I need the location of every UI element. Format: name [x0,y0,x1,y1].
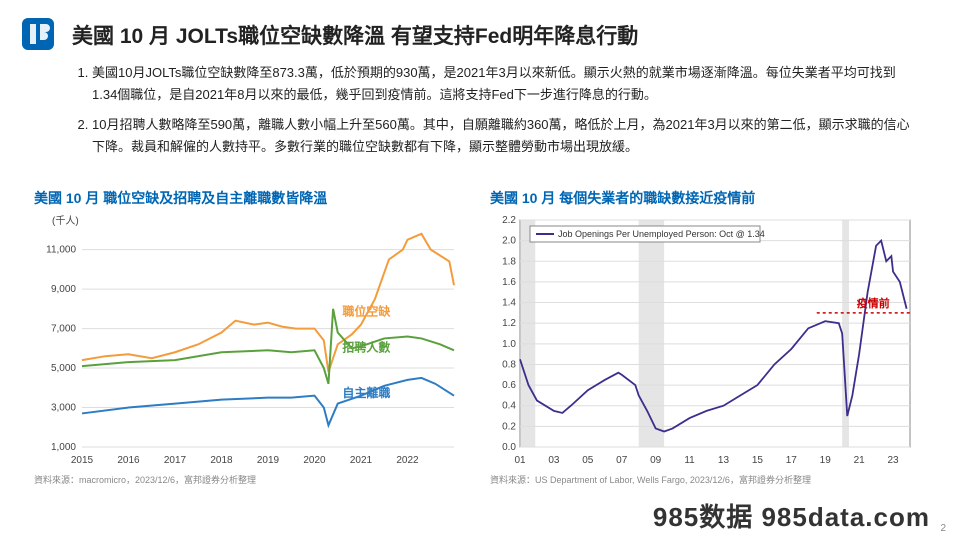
svg-text:2015: 2015 [71,455,94,466]
right-chart-source: 資料來源：US Department of Labor, Wells Fargo… [490,473,926,486]
svg-text:15: 15 [752,455,764,466]
page-title: 美國 10 月 JOLTs職位空缺數降溫 有望支持Fed明年降息行動 [72,20,638,50]
svg-text:2016: 2016 [117,455,140,466]
svg-text:0.4: 0.4 [502,401,516,412]
svg-text:2.2: 2.2 [502,215,516,226]
svg-text:0.2: 0.2 [502,421,516,432]
svg-text:17: 17 [786,455,798,466]
svg-text:招聘人數: 招聘人數 [342,340,390,355]
svg-text:2.0: 2.0 [502,236,516,247]
svg-text:職位空缺: 職位空缺 [342,303,391,318]
svg-text:2019: 2019 [257,455,280,466]
right-chart-title: 美國 10 月 每個失業者的職缺數接近疫情前 [490,188,926,208]
svg-text:11: 11 [684,455,695,466]
svg-text:2021: 2021 [350,455,373,466]
svg-text:1.6: 1.6 [502,277,516,288]
svg-text:23: 23 [887,455,899,466]
bullet-1: 美國10月JOLTs職位空缺數降至873.3萬，低於預期的930萬，是2021年… [92,62,920,106]
left-chart-source: 資料來源：macromicro，2023/12/6，富邦證券分析整理 [34,473,470,486]
svg-text:03: 03 [548,455,560,466]
bullet-2: 10月招聘人數略降至590萬，離職人數小幅上升至560萬。其中，自願離職約360… [92,114,920,158]
svg-text:05: 05 [582,455,594,466]
svg-text:11,000: 11,000 [46,245,76,256]
svg-text:2017: 2017 [164,455,187,466]
svg-text:3,000: 3,000 [51,403,76,414]
watermark: 985数据 985data.com [653,497,930,534]
summary-bullets: 美國10月JOLTs職位空缺數降至873.3萬，低於預期的930萬，是2021年… [72,62,920,166]
svg-text:01: 01 [514,455,526,466]
svg-text:07: 07 [616,455,628,466]
svg-text:9,000: 9,000 [51,284,76,295]
svg-text:1.8: 1.8 [502,256,516,267]
svg-text:Job Openings Per Unemployed Pe: Job Openings Per Unemployed Person: Oct … [558,229,765,239]
right-chart-svg: 0.0 0.2 0.4 0.6 0.8 1.0 1.2 1.4 1.6 1.8 2.0 2.2 01 03… [490,214,920,469]
svg-text:5,000: 5,000 [51,363,76,374]
brand-logo [22,18,54,50]
svg-text:1,000: 1,000 [51,442,76,453]
svg-text:19: 19 [820,455,832,466]
svg-text:7,000: 7,000 [51,324,76,335]
svg-text:(千人): (千人) [52,215,79,227]
svg-text:13: 13 [718,455,730,466]
svg-text:2018: 2018 [210,455,233,466]
svg-text:1.0: 1.0 [502,339,516,350]
left-chart-svg: (千人) 1,000 3,000 5,000 7,000 9,000 11,000 2015 2… [34,214,464,469]
right-chart: 美國 10 月 每個失業者的職缺數接近疫情前 0.0 0.2 0.4 0.6 0.8 1.… [490,188,926,486]
svg-text:2020: 2020 [303,455,326,466]
svg-text:09: 09 [650,455,662,466]
left-chart-title: 美國 10 月 職位空缺及招聘及自主離職數皆降溫 [34,188,470,208]
svg-text:1.4: 1.4 [502,298,516,309]
svg-text:0.0: 0.0 [502,442,516,453]
svg-text:2022: 2022 [396,455,419,466]
svg-text:21: 21 [854,455,866,466]
svg-text:自主離職: 自主離職 [342,385,390,400]
svg-text:1.2: 1.2 [502,318,516,329]
svg-text:0.8: 0.8 [502,359,516,370]
page-number: 2 [940,523,946,534]
left-chart: 美國 10 月 職位空缺及招聘及自主離職數皆降溫 (千人) 1,000 3,000 5… [34,188,470,486]
svg-text:疫情前: 疫情前 [857,296,890,310]
svg-text:0.6: 0.6 [502,380,516,391]
